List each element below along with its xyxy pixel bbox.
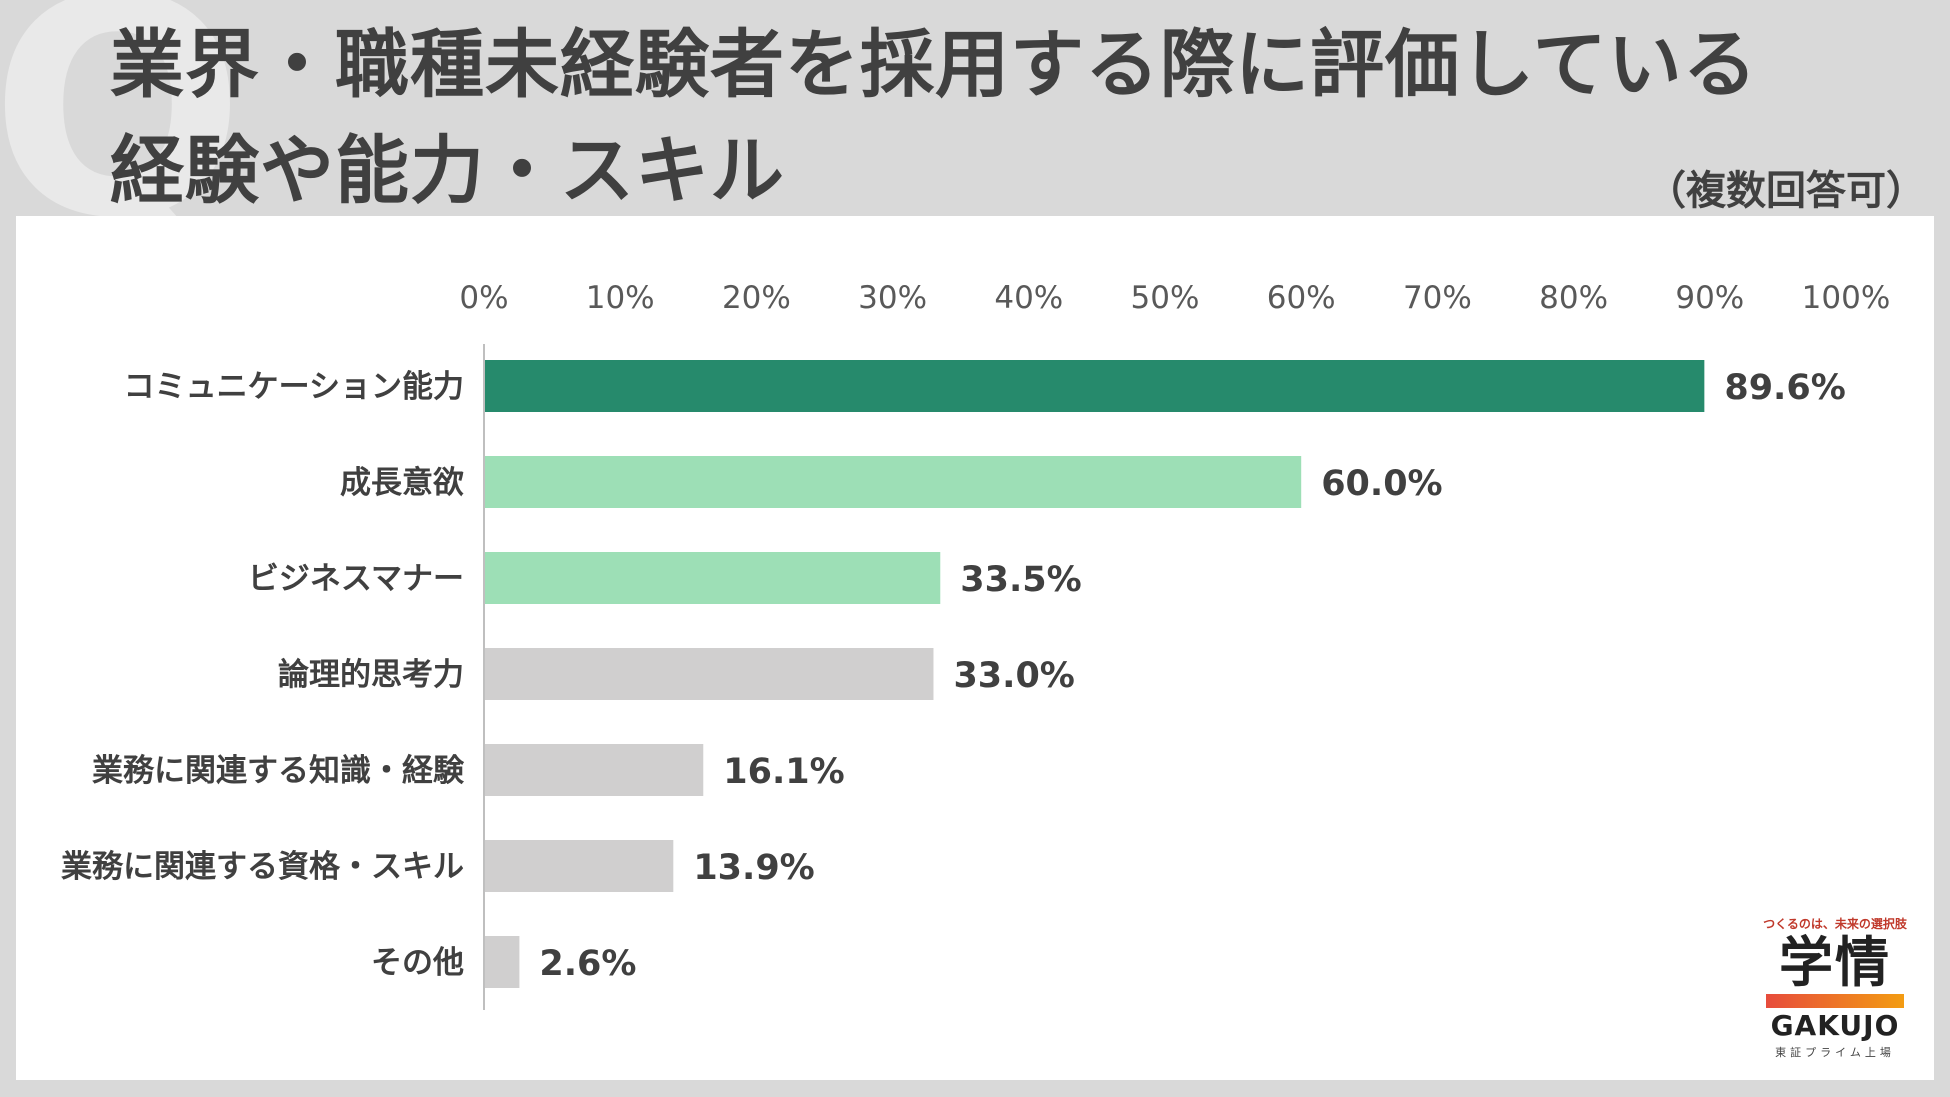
bar	[485, 840, 674, 892]
bar	[485, 648, 934, 700]
logo-subtitle: 東証プライム上場	[1775, 1046, 1895, 1059]
bar	[485, 744, 704, 796]
x-tick-label: 80%	[1539, 280, 1608, 316]
x-tick-label: 60%	[1267, 280, 1336, 316]
category-label: コミュニケーション能力	[124, 369, 464, 405]
x-tick-label: 30%	[858, 280, 927, 316]
x-tick-label: 10%	[586, 280, 655, 316]
category-label: 成長意欲	[340, 465, 464, 501]
category-label: 業務に関連する資格・スキル	[61, 849, 464, 885]
category-label: 論理的思考力	[278, 657, 464, 693]
logo-gradient-bar	[1766, 994, 1904, 1008]
category-labels: コミュニケーション能力成長意欲ビジネスマナー論理的思考力業務に関連する知識・経験…	[61, 369, 465, 981]
bar-chart: 0% 10% 20% 30% 40% 50% 60% 70% 80% 90% 100% コミュニケー…	[61, 280, 1890, 1010]
logo-mark: 学情	[1779, 931, 1891, 994]
value-label: 13.9%	[693, 848, 814, 888]
value-label: 16.1%	[723, 752, 844, 792]
logo-name: GAKUJO	[1770, 1009, 1900, 1042]
page-title: 業界・職種未経験者を採用する際に評価している 経験や能力・スキル	[110, 12, 1758, 224]
title-line-2: 経験や能力・スキル	[110, 128, 785, 214]
category-label: 業務に関連する知識・経験	[92, 753, 465, 789]
title-line-1: 業界・職種未経験者を採用する際に評価している	[110, 22, 1758, 108]
value-label: 89.6%	[1724, 368, 1845, 408]
value-label: 60.0%	[1321, 464, 1442, 504]
multiple-answers-note: （複数回答可）	[1646, 168, 1926, 214]
logo-tagline: つくるのは、未来の選択肢	[1763, 917, 1907, 931]
x-tick-label: 70%	[1403, 280, 1472, 316]
x-tick-label: 20%	[722, 280, 791, 316]
bar	[485, 936, 520, 988]
value-label: 33.5%	[960, 560, 1081, 600]
x-axis-ticks: 0% 10% 20% 30% 40% 50% 60% 70% 80% 90% 100%	[459, 280, 1890, 316]
value-label: 2.6%	[539, 944, 636, 984]
value-labels: 89.6% 60.0% 33.5% 33.0% 16.1% 13.9% 2.6%	[539, 368, 1845, 984]
bars	[485, 360, 1705, 988]
bar	[485, 360, 1705, 412]
x-tick-label: 40%	[994, 280, 1063, 316]
x-tick-label: 0%	[459, 280, 508, 316]
value-label: 33.0%	[953, 656, 1074, 696]
x-tick-label: 90%	[1675, 280, 1744, 316]
bar	[485, 456, 1302, 508]
category-label: ビジネスマナー	[248, 561, 464, 597]
gakujo-logo: つくるのは、未来の選択肢 学情 GAKUJO 東証プライム上場	[1760, 915, 1910, 1060]
bar	[485, 552, 941, 604]
category-label: その他	[371, 945, 464, 981]
x-tick-label: 50%	[1131, 280, 1200, 316]
x-tick-label: 100%	[1802, 280, 1891, 316]
